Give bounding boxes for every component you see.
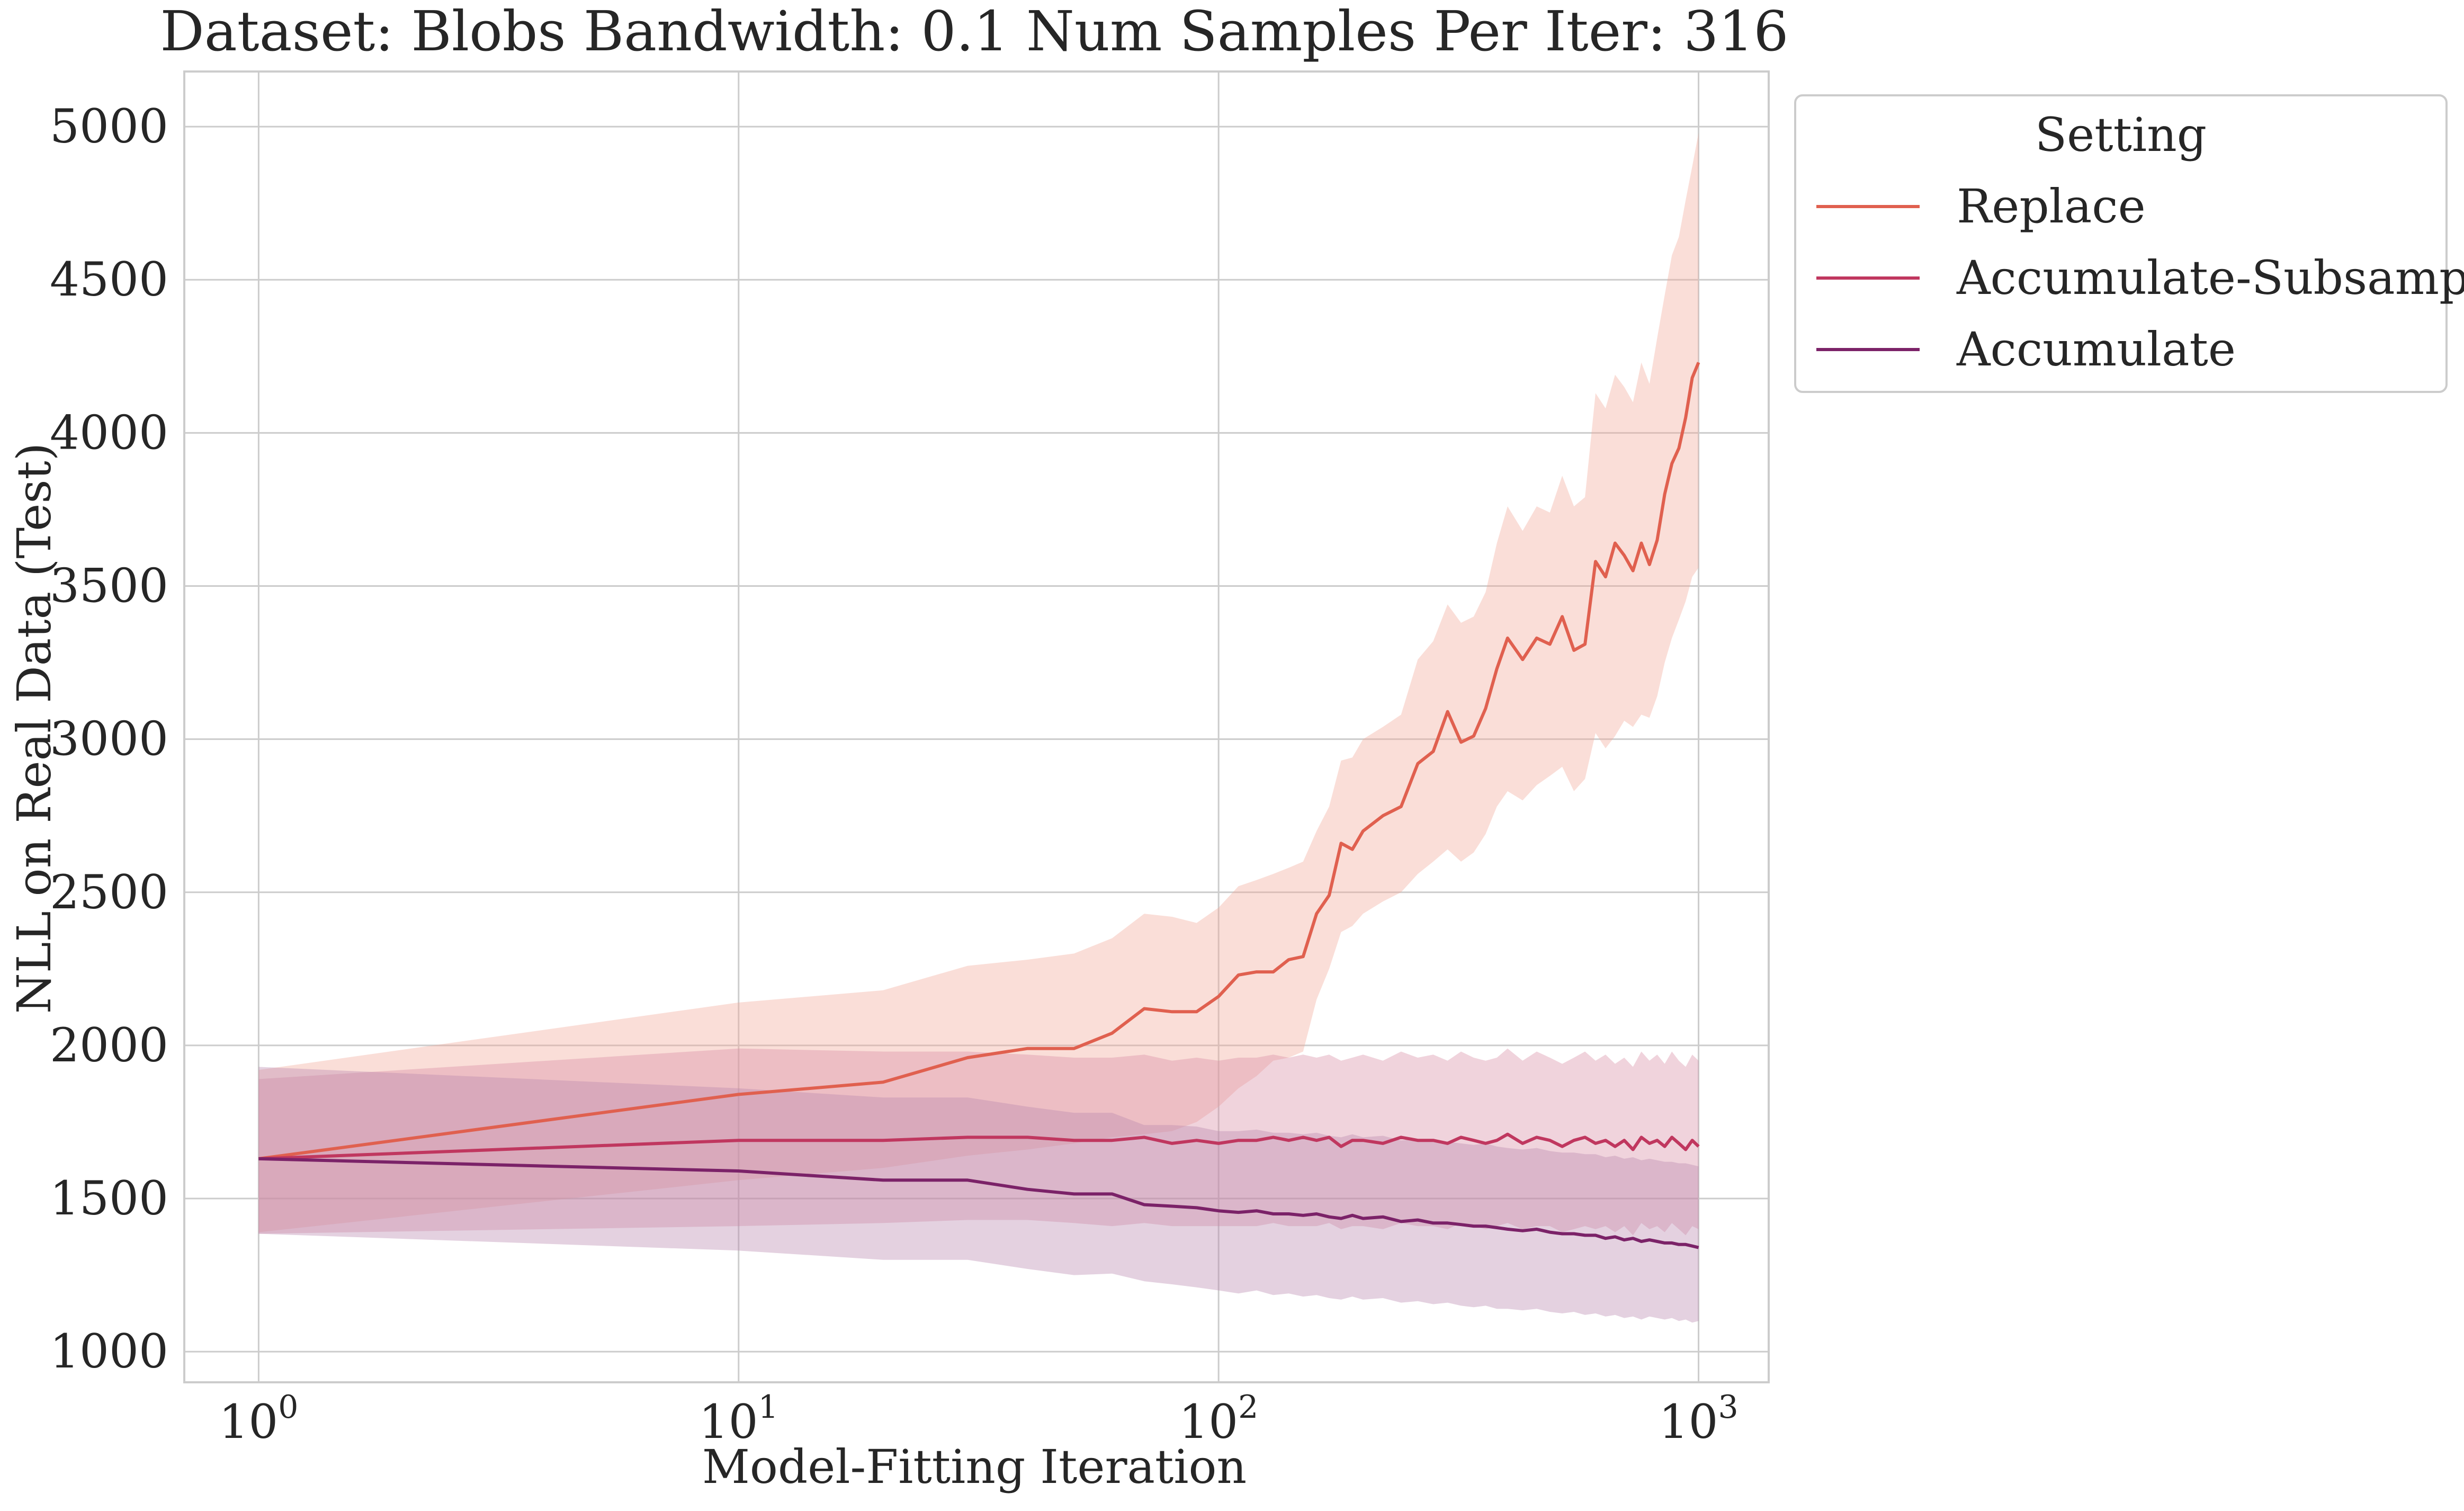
plot-area (183, 70, 1770, 1383)
series-lines (258, 362, 1700, 1249)
legend-box (1794, 94, 2448, 393)
y-axis-ticks: 1000 1500 2000 2500 3000 3500 4000 4500 5000 (50, 99, 168, 1379)
x-tick-exponent: 2 (1238, 1389, 1258, 1426)
grid (184, 71, 1769, 1382)
y-tick-label: 5000 (50, 99, 168, 154)
y-tick-label: 3500 (50, 558, 168, 613)
y-tick-label: 4500 (50, 252, 168, 307)
x-tick-label: 103 (1659, 1389, 1738, 1449)
x-tick-base: 10 (699, 1394, 758, 1449)
chart-title: Dataset: Blobs Bandwidth: 0.1 Num Sample… (160, 0, 1788, 64)
x-tick-exponent: 1 (758, 1389, 778, 1426)
y-tick-label: 1000 (50, 1324, 168, 1379)
legend-label: Accumulate (1956, 322, 2236, 377)
x-tick-base: 10 (1659, 1394, 1718, 1449)
y-tick-label: 4000 (50, 405, 168, 460)
x-tick-base: 10 (1179, 1394, 1238, 1449)
legend-label: Replace (1957, 179, 2146, 234)
y-tick-label: 1500 (50, 1171, 168, 1226)
x-tick-exponent: 0 (278, 1389, 298, 1426)
line-series-0 (258, 362, 1700, 1160)
x-axis-ticks: 100 101 102 103 (219, 1389, 1738, 1449)
line-series-1 (258, 1132, 1700, 1160)
y-tick-label: 2000 (50, 1018, 168, 1072)
x-tick-label: 101 (699, 1389, 778, 1449)
y-tick-label: 2500 (50, 865, 168, 919)
x-tick-exponent: 3 (1718, 1389, 1738, 1426)
legend-label: Accumulate-Subsample (1956, 251, 2464, 305)
legend-entries: Replace Accumulate-Subsample Accumulate (1816, 179, 2464, 377)
band-series-2 (258, 1067, 1699, 1323)
band-series-0 (258, 132, 1699, 1232)
line-series-2 (258, 1157, 1699, 1249)
x-tick-label: 102 (1179, 1389, 1258, 1449)
x-tick-base: 10 (219, 1394, 278, 1449)
x-tick-label: 100 (219, 1389, 298, 1449)
legend: Setting Replace Accumulate-Subsample Accum… (1794, 94, 2464, 393)
y-tick-label: 3000 (50, 712, 168, 766)
legend-title: Setting (2035, 108, 2207, 162)
confidence-bands (258, 132, 1699, 1323)
band-series-1 (258, 1048, 1699, 1236)
y-axis-label: NLL on Real Data (Test) (7, 443, 61, 1014)
x-axis-label: Model-Fitting Iteration (702, 1440, 1247, 1494)
